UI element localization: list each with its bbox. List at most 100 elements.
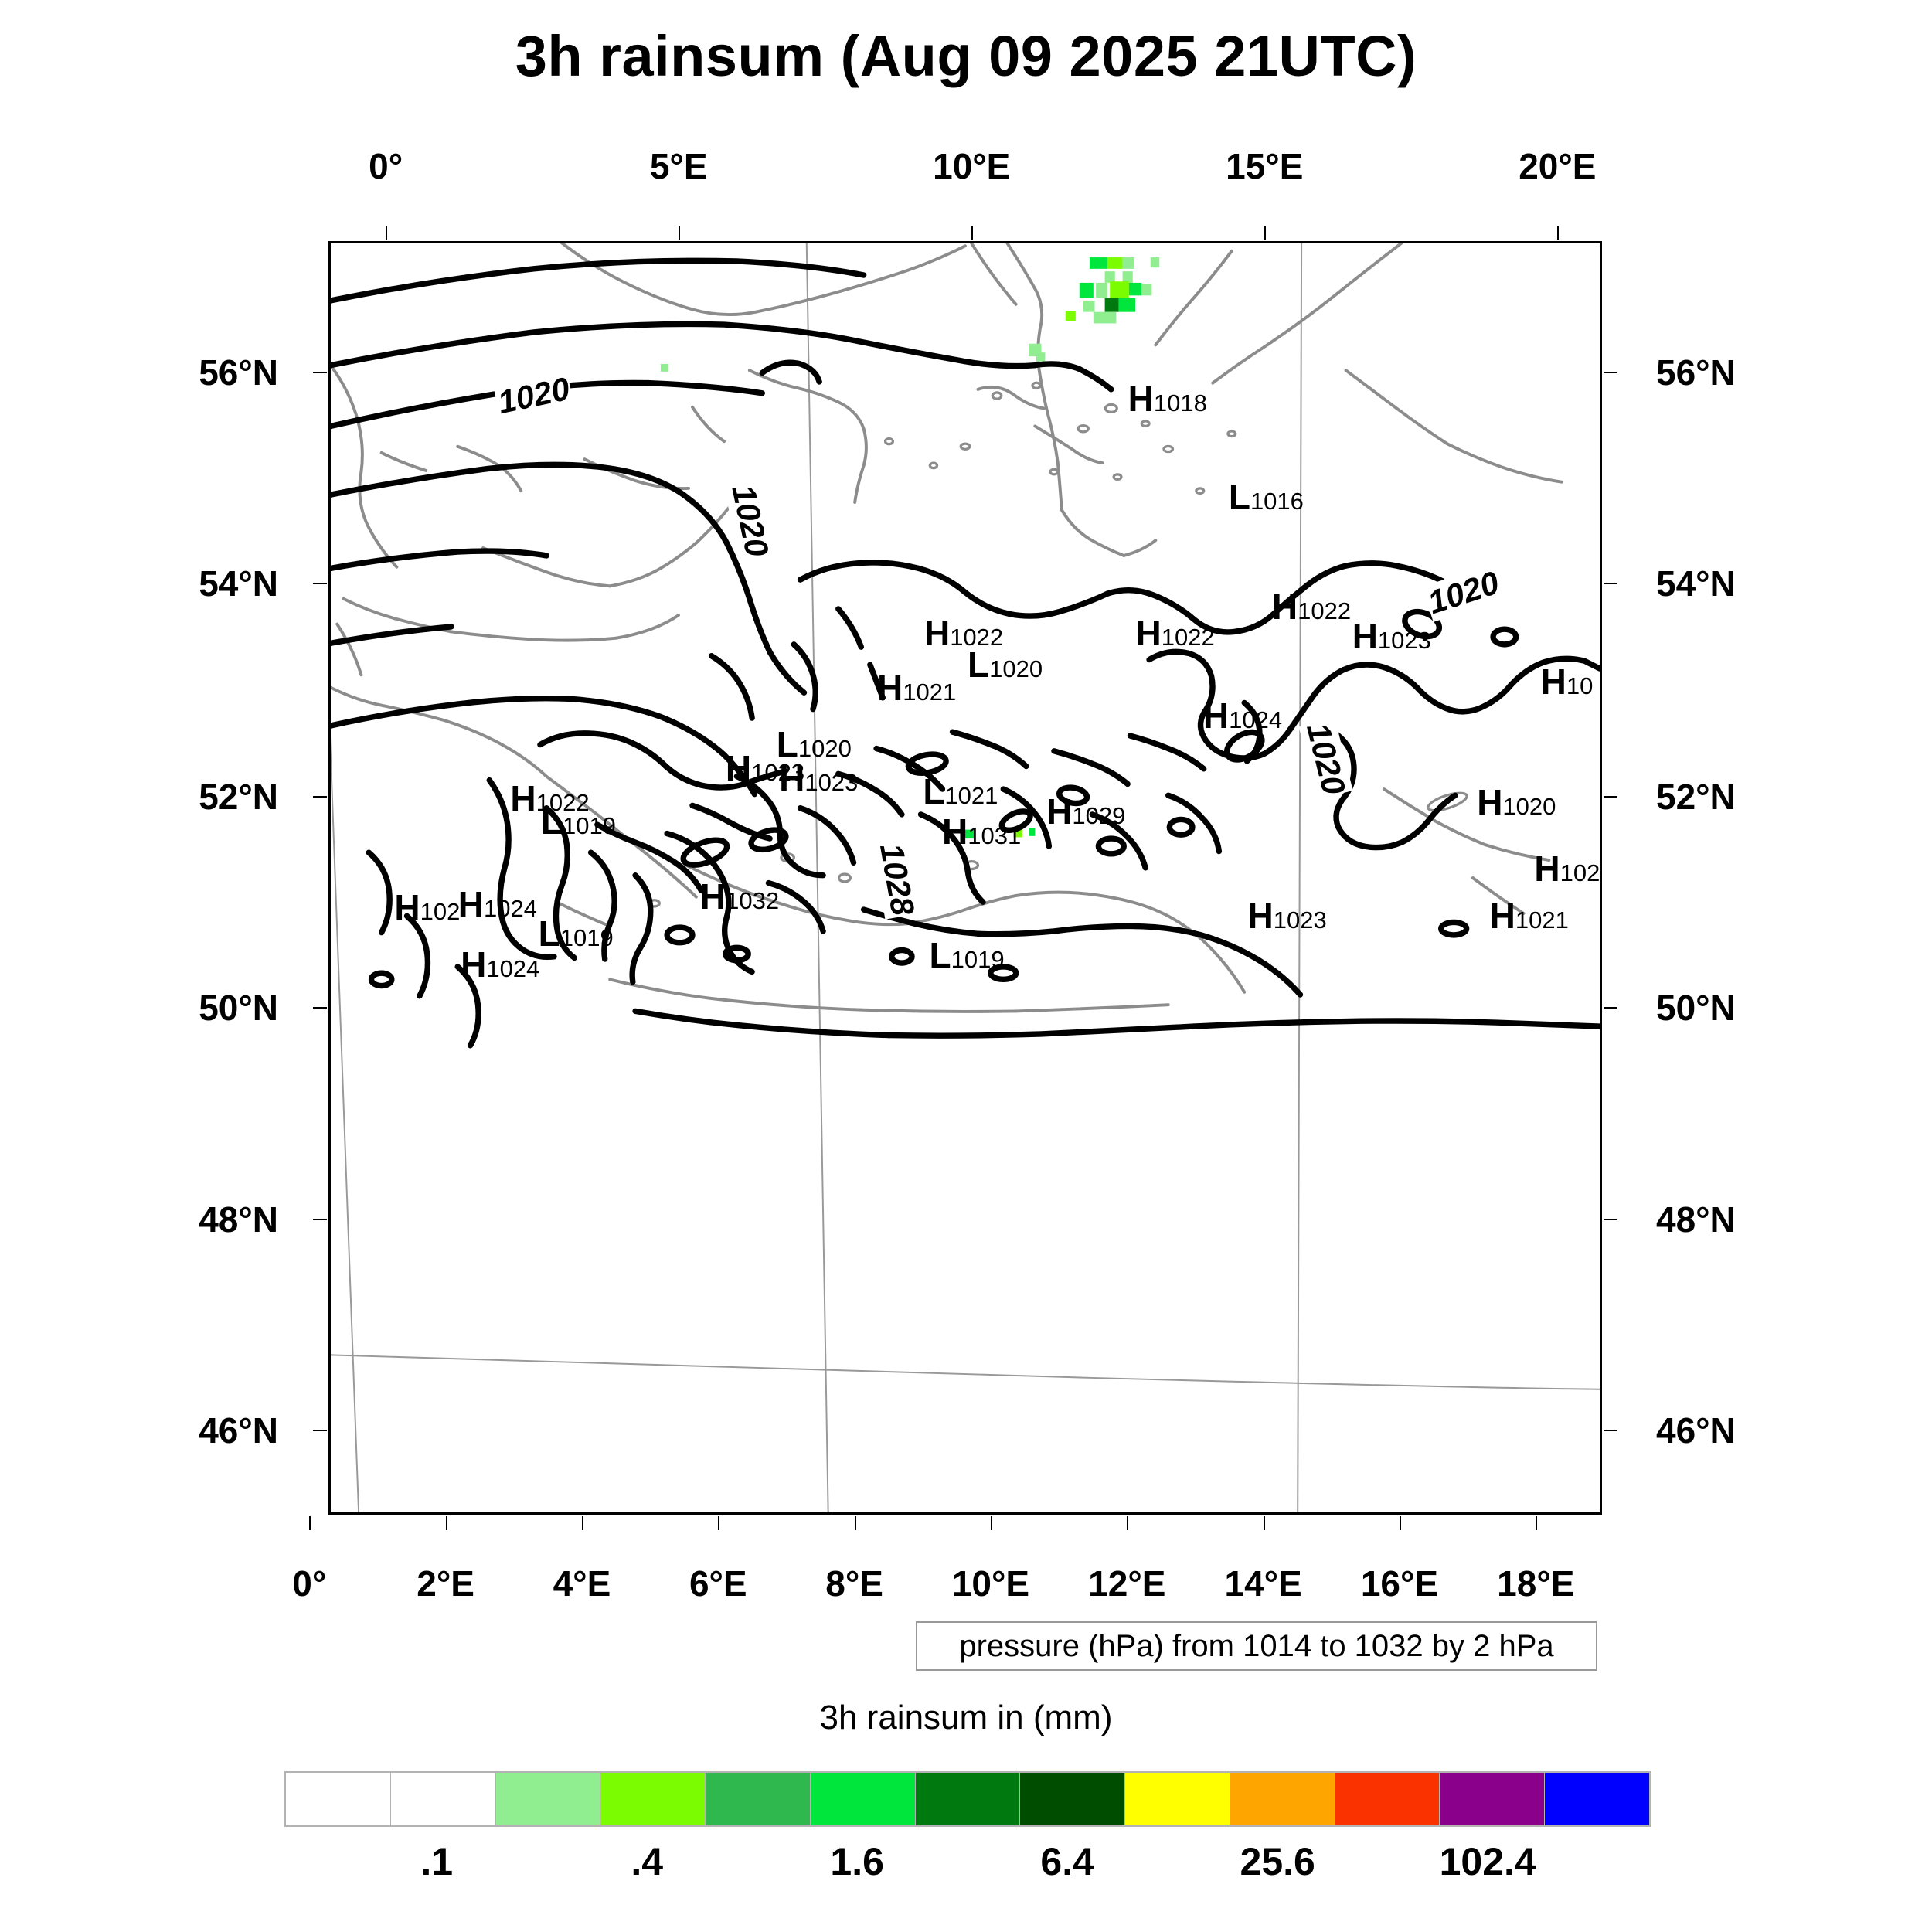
precip-cell xyxy=(1089,257,1107,269)
axis-tick xyxy=(309,1516,311,1530)
precip-cell xyxy=(1093,311,1117,324)
pressure-marker-value: 1021 xyxy=(944,781,998,809)
axis-tick xyxy=(1604,1430,1617,1432)
axis-top-label: 15°E xyxy=(1226,146,1304,186)
pressure-marker-l: L1020 xyxy=(777,726,852,762)
pressure-marker-h: H1022 xyxy=(924,615,1003,651)
colorbar-tick-label: .4 xyxy=(631,1840,664,1883)
pressure-marker-symbol: H xyxy=(1202,696,1230,736)
precip-cell xyxy=(1141,284,1152,296)
pressure-marker-value: 1024 xyxy=(486,954,540,982)
precip-cell xyxy=(1107,257,1123,269)
pressure-marker-symbol: H xyxy=(876,668,903,709)
pressure-marker-h: H1023 xyxy=(1352,618,1431,654)
pressure-marker-value: 1019 xyxy=(560,924,614,952)
colorbar-swatch-8[interactable] xyxy=(1125,1773,1230,1825)
pressure-marker-h: H1029 xyxy=(1046,794,1125,829)
colorbar-swatch-6[interactable] xyxy=(915,1773,1021,1825)
pressure-marker-l: L1019 xyxy=(541,804,616,839)
map-canvas xyxy=(331,243,1600,1512)
pressure-marker-h: H1031 xyxy=(942,814,1021,849)
pressure-marker-symbol: H xyxy=(457,884,485,925)
pressure-marker-value: 1023 xyxy=(804,769,859,797)
colorbar-swatch-0[interactable] xyxy=(286,1773,391,1825)
pressure-marker-h: H1022 xyxy=(1272,589,1351,624)
precip-cell xyxy=(1029,828,1036,836)
axis-tick xyxy=(313,795,327,798)
axis-tick xyxy=(1604,1007,1617,1009)
pressure-marker-symbol: H xyxy=(942,811,968,852)
precip-cell xyxy=(1150,257,1160,268)
axis-tick xyxy=(1604,371,1617,373)
colorbar-swatch-12[interactable] xyxy=(1545,1773,1649,1825)
axis-top-label: 10°E xyxy=(933,146,1011,186)
pressure-marker-symbol: H xyxy=(1271,586,1298,627)
colorbar-swatch-3[interactable] xyxy=(600,1773,706,1825)
axis-tick xyxy=(386,226,388,240)
pressure-marker-value: 10 xyxy=(1566,672,1594,699)
axis-bottom-label: 16°E xyxy=(1360,1563,1439,1604)
pressure-marker-value: 1023 xyxy=(1273,906,1327,934)
colorbar[interactable] xyxy=(284,1771,1651,1827)
axis-right-label: 56°N xyxy=(1656,352,1736,393)
colorbar-swatch-5[interactable] xyxy=(810,1773,916,1825)
colorbar-tick-label: 102.4 xyxy=(1439,1840,1536,1883)
axis-top-label: 20°E xyxy=(1519,146,1597,186)
precip-cell xyxy=(1036,352,1046,362)
pressure-marker-value: 1022 xyxy=(536,789,590,817)
precip-cell xyxy=(660,363,668,372)
axis-tick xyxy=(581,1516,583,1530)
axis-tick xyxy=(313,1218,327,1220)
pressure-marker-l: L1019 xyxy=(930,937,1005,973)
pressure-marker-value: 1020 xyxy=(1502,793,1556,821)
precip-cell xyxy=(1104,298,1119,312)
pressure-marker-l: L1016 xyxy=(1229,479,1304,515)
axis-right-label: 52°N xyxy=(1656,776,1736,817)
axis-left-label: 52°N xyxy=(199,776,278,817)
pressure-marker-h: H1023 xyxy=(726,750,804,786)
colorbar-ticks: .1 .4 1.6 6.4 25.6 102.4 xyxy=(284,1839,1651,1893)
axis-right-label: 50°N xyxy=(1656,988,1736,1029)
axis-bottom-label: 8°E xyxy=(825,1563,883,1604)
axis-tick xyxy=(313,371,327,373)
weather-map[interactable]: H1018 L1016 H1022 L1020 H1021 H1022 H1022 H1023… xyxy=(328,241,1602,1515)
pressure-marker-value: 1031 xyxy=(968,822,1022,850)
precip-cell xyxy=(965,829,975,839)
colorbar-swatch-11[interactable] xyxy=(1440,1773,1546,1825)
pressure-marker-value: 1024 xyxy=(484,895,537,923)
pressure-marker-symbol: L xyxy=(968,645,990,685)
pressure-marker-value: 1019 xyxy=(563,812,616,840)
axis-right-label: 46°N xyxy=(1656,1410,1736,1451)
precip-cell xyxy=(1104,271,1115,283)
pressure-marker-symbol: H xyxy=(1128,378,1154,419)
colorbar-swatch-10[interactable] xyxy=(1335,1773,1440,1825)
colorbar-swatch-1[interactable] xyxy=(390,1773,496,1825)
pressure-marker-h: H1024 xyxy=(1203,698,1282,733)
pressure-marker-value: 1019 xyxy=(951,946,1005,974)
axis-tick xyxy=(1399,1516,1401,1530)
precip-cell xyxy=(1096,282,1107,298)
axis-tick xyxy=(854,1516,856,1530)
colorbar-swatch-4[interactable] xyxy=(706,1773,811,1825)
precip-cell xyxy=(1013,827,1022,838)
pressure-marker-h: H1023 xyxy=(1248,898,1327,934)
precip-cell xyxy=(1083,300,1095,312)
pressure-marker-h: H1032 xyxy=(700,879,779,914)
pressure-marker-symbol: L xyxy=(1228,476,1250,517)
pressure-marker-symbol: H xyxy=(394,886,420,927)
axis-tick xyxy=(1604,1218,1617,1220)
pressure-marker-value: 102 xyxy=(1560,859,1600,887)
axis-bottom-label: 14°E xyxy=(1224,1563,1302,1604)
axis-left-label: 54°N xyxy=(199,563,278,604)
graticule xyxy=(331,243,1600,1512)
colorbar-swatch-2[interactable] xyxy=(495,1773,601,1825)
pressure-marker-value: 1022 xyxy=(1298,597,1352,624)
pressure-marker-symbol: L xyxy=(538,913,560,954)
pressure-marker-symbol: H xyxy=(923,613,951,654)
axis-tick xyxy=(1127,1516,1129,1530)
colorbar-tick-label: 25.6 xyxy=(1240,1840,1315,1883)
pressure-marker-value: 1016 xyxy=(1250,487,1304,515)
pressure-marker-value: 1023 xyxy=(1377,626,1431,654)
colorbar-swatch-9[interactable] xyxy=(1230,1773,1335,1825)
colorbar-swatch-7[interactable] xyxy=(1020,1773,1126,1825)
